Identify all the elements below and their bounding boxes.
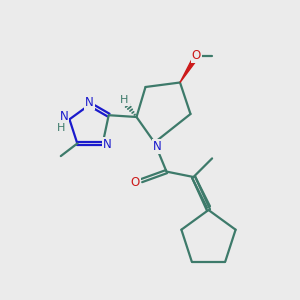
Text: H: H — [57, 123, 65, 133]
Text: O: O — [130, 176, 140, 189]
Text: N: N — [85, 96, 94, 110]
Polygon shape — [180, 60, 195, 82]
Text: H: H — [120, 95, 129, 105]
Text: N: N — [60, 110, 68, 123]
Text: N: N — [103, 138, 112, 151]
Text: N: N — [153, 140, 162, 153]
Text: O: O — [192, 49, 201, 62]
